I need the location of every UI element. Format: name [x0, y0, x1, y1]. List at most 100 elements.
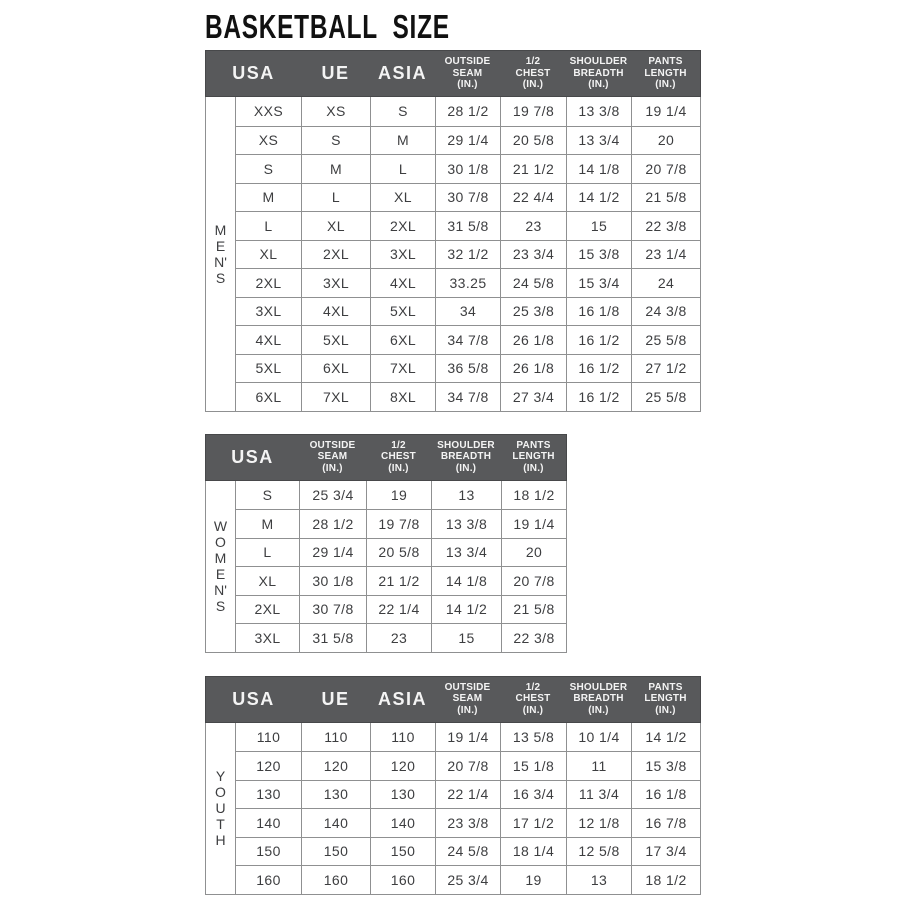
header-line: (IN.) — [655, 704, 676, 716]
header-line: UE — [321, 63, 350, 83]
cell-ue: 150 — [301, 837, 370, 865]
cell-asia: 140 — [370, 809, 435, 837]
cell-ue: 4XL — [301, 297, 370, 325]
cell-outside-seam-in: 32 1/2 — [435, 240, 500, 268]
column-header-usa: USA — [206, 677, 301, 722]
header-line: USA — [231, 446, 274, 467]
cell-pants-length-in: 16 7/8 — [631, 809, 700, 837]
cell-pants-length-in: 22 3/8 — [631, 212, 700, 240]
cell-outside-seam-in: 31 5/8 — [299, 624, 366, 652]
cell-shoulder-breadth-in: 11 3/4 — [566, 780, 631, 808]
column-header-pants-length-in: PANTS LENGTH (IN.) — [631, 51, 700, 96]
cell-usa: 160 — [256, 871, 281, 888]
cell-pants-length-in: 23 1/4 — [631, 240, 700, 268]
cell-pants-length-in: 25 5/8 — [631, 383, 700, 411]
cell-pants-length-in: 16 1/8 — [631, 780, 700, 808]
header-line: SHOULDER — [437, 439, 495, 451]
header-line: 1/2 — [525, 56, 541, 68]
group-label-letter: N' — [214, 253, 227, 270]
cell-asia: 150 — [370, 837, 435, 865]
header-line: (IN.) — [522, 79, 544, 91]
mens-header-row: USA UE ASIA OUTSIDE SEAM (IN.) 1/2 CHEST (IN.) SH… — [205, 50, 701, 97]
cell-1-2-chest-in: 19 — [500, 866, 566, 894]
table-row-5: L XL 2XL 31 5/8 23 15 22 3/8 — [236, 211, 700, 240]
cell-usa: 3XL — [254, 629, 281, 646]
mens-table-body: M E N' S XXS XS S 28 1/2 19 7/8 13 3/8 19 1/4 XS S M 2… — [205, 97, 701, 412]
group-label-womens: W O M E N' S — [206, 480, 236, 652]
table-row-3: S M L 30 1/8 21 1/2 14 1/8 20 7/8 — [236, 154, 700, 183]
header-line: (IN.) — [523, 462, 544, 474]
table-row-1: XXS XS S 28 1/2 19 7/8 13 3/8 19 1/4 — [236, 97, 700, 126]
table-row-2: 120 120 120 20 7/8 15 1/8 11 15 3/8 — [236, 751, 700, 780]
womens-size-table: USA OUTSIDE SEAM (IN.) 1/2 CHEST (IN.) SHOULDER… — [205, 433, 567, 653]
header-line: CHEST — [515, 67, 551, 79]
cell-asia: 3XL — [370, 240, 435, 268]
header-line: (IN.) — [455, 462, 477, 474]
header-line: PANTS — [648, 56, 683, 68]
cell-outside-seam-in: 31 5/8 — [435, 212, 500, 240]
cell-1-2-chest-in: 26 1/8 — [500, 354, 566, 382]
header-line: (IN.) — [588, 704, 609, 716]
cell-ue: 140 — [301, 809, 370, 837]
cell-outside-seam-in: 36 5/8 — [435, 354, 500, 382]
header-line: CHEST — [515, 693, 551, 705]
group-label-letter: N' — [214, 582, 227, 598]
table-row-2: M 28 1/2 19 7/8 13 3/8 19 1/4 — [236, 509, 566, 538]
column-header-usa: USA — [206, 435, 299, 480]
header-line: OUTSIDE — [309, 439, 356, 451]
cell-shoulder-breadth-in: 15 — [566, 212, 631, 240]
cell-pants-length-in: 27 1/2 — [631, 354, 700, 382]
header-line: SHOULDER — [569, 681, 628, 693]
cell-pants-length-in: 18 1/2 — [631, 866, 700, 894]
cell-asia: 110 — [370, 722, 435, 751]
cell-usa: 6XL — [255, 388, 282, 405]
cell-usa: L — [263, 544, 272, 561]
header-line: USA — [232, 63, 275, 83]
cell-usa: 2XL — [254, 601, 281, 618]
cell-asia: L — [370, 155, 435, 183]
cell-asia: 7XL — [370, 354, 435, 382]
cell-1-2-chest-in: 13 5/8 — [500, 722, 566, 751]
cell-asia: 130 — [370, 780, 435, 808]
cell-outside-seam-in: 30 7/8 — [299, 595, 366, 623]
table-row-11: 6XL 7XL 8XL 34 7/8 27 3/4 16 1/2 25 5/8 — [236, 382, 700, 411]
cell-shoulder-breadth-in: 14 1/8 — [566, 155, 631, 183]
cell-usa: 2XL — [255, 274, 282, 291]
cell-asia: 2XL — [370, 212, 435, 240]
group-label-letter: U — [215, 800, 226, 816]
cell-shoulder-breadth-in: 14 1/2 — [431, 595, 501, 623]
column-header-shoulder-breadth-in: SHOULDER BREADTH (IN.) — [566, 677, 631, 722]
header-line: SEAM — [452, 693, 483, 705]
table-row-4: 140 140 140 23 3/8 17 1/2 12 1/8 16 7/8 — [236, 808, 700, 837]
cell-shoulder-breadth-in: 13 3/8 — [431, 510, 501, 538]
cell-usa: XL — [259, 246, 278, 263]
cell-outside-seam-in: 30 7/8 — [435, 183, 500, 211]
table-row-5: 2XL 30 7/8 22 1/4 14 1/2 21 5/8 — [236, 594, 566, 623]
cell-outside-seam-in: 29 1/4 — [435, 126, 500, 154]
cell-1-2-chest-in: 20 5/8 — [366, 538, 431, 566]
table-row-9: 4XL 5XL 6XL 34 7/8 26 1/8 16 1/2 25 5/8 — [236, 325, 700, 354]
cell-pants-length-in: 17 3/4 — [631, 837, 700, 865]
cell-1-2-chest-in: 23 3/4 — [500, 240, 566, 268]
cell-pants-length-in: 15 3/8 — [631, 752, 700, 780]
header-line: (IN.) — [322, 462, 343, 474]
column-header-usa: USA — [206, 51, 301, 96]
table-row-6: 3XL 31 5/8 23 15 22 3/8 — [236, 623, 566, 652]
column-header-asia: ASIA — [370, 51, 435, 96]
table-row-4: M L XL 30 7/8 22 4/4 14 1/2 21 5/8 — [236, 182, 700, 211]
cell-ue: S — [301, 126, 370, 154]
header-line: ASIA — [377, 63, 427, 83]
cell-asia: 6XL — [370, 326, 435, 354]
cell-usa: 150 — [256, 843, 281, 860]
cell-shoulder-breadth-in: 13 — [431, 480, 501, 509]
cell-pants-length-in: 20 7/8 — [631, 155, 700, 183]
group-label-letter: O — [215, 784, 226, 800]
tables-section: USA UE ASIA OUTSIDE SEAM (IN.) 1/2 CHEST (IN.) SH… — [205, 50, 701, 895]
cell-usa: S — [263, 160, 274, 177]
mens-size-table: USA UE ASIA OUTSIDE SEAM (IN.) 1/2 CHEST (IN.) SH… — [205, 50, 701, 412]
header-line: CHEST — [381, 451, 416, 463]
cell-1-2-chest-in: 22 1/4 — [366, 595, 431, 623]
table-row-1: 110 110 110 19 1/4 13 5/8 10 1/4 14 1/2 — [236, 722, 700, 751]
cell-shoulder-breadth-in: 16 1/8 — [566, 297, 631, 325]
header-line: USA — [232, 688, 275, 709]
